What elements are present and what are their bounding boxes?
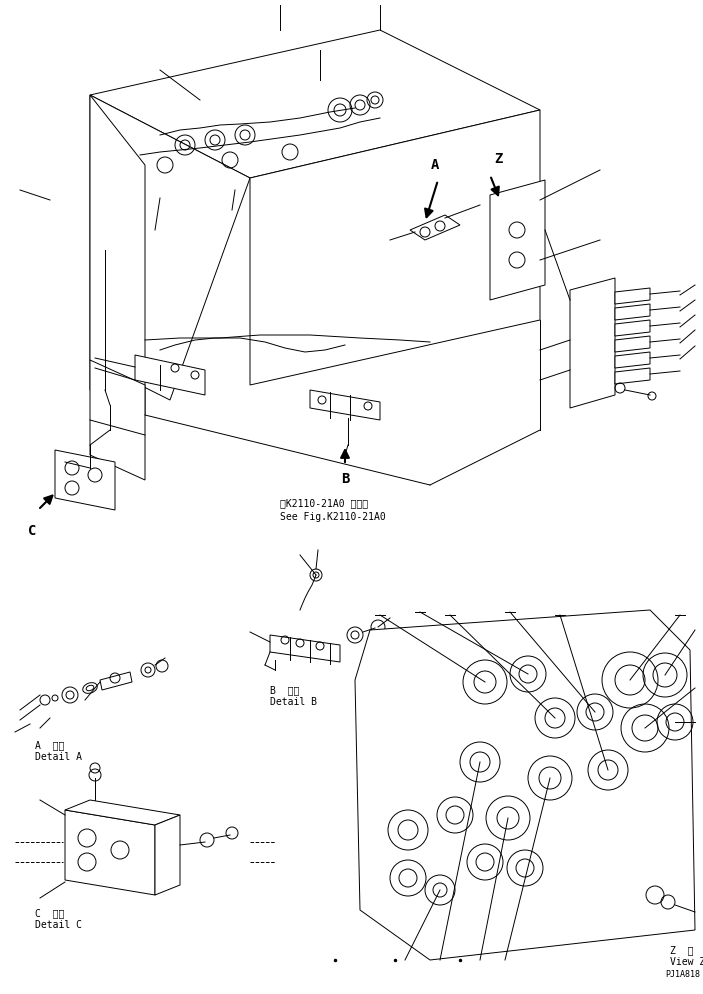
Text: Z: Z: [494, 152, 502, 166]
Text: Detail A: Detail A: [35, 752, 82, 762]
Polygon shape: [615, 288, 650, 304]
Polygon shape: [570, 278, 615, 408]
Polygon shape: [270, 635, 340, 662]
Polygon shape: [615, 336, 650, 352]
Polygon shape: [355, 610, 695, 960]
Polygon shape: [135, 355, 205, 395]
Text: B  詳細: B 詳細: [270, 685, 299, 695]
Polygon shape: [615, 352, 650, 368]
Text: Z  視: Z 視: [670, 945, 693, 955]
Polygon shape: [100, 672, 132, 690]
Polygon shape: [55, 450, 115, 510]
Polygon shape: [410, 215, 460, 240]
Text: A: A: [431, 158, 439, 172]
Text: Detail B: Detail B: [270, 697, 317, 707]
Polygon shape: [615, 320, 650, 336]
Polygon shape: [90, 95, 250, 400]
Text: View Z: View Z: [670, 957, 703, 967]
Text: 第K2110-21A0 図参照: 第K2110-21A0 図参照: [280, 498, 368, 508]
Text: B: B: [341, 472, 349, 486]
Polygon shape: [90, 30, 540, 178]
Polygon shape: [65, 800, 180, 825]
Text: C: C: [28, 524, 37, 538]
Polygon shape: [155, 815, 180, 895]
Polygon shape: [90, 95, 145, 415]
Text: C  詳細: C 詳細: [35, 908, 65, 918]
Polygon shape: [615, 304, 650, 320]
Polygon shape: [310, 390, 380, 420]
Polygon shape: [490, 180, 545, 300]
Polygon shape: [90, 360, 145, 480]
Polygon shape: [65, 810, 155, 895]
Text: A  詳細: A 詳細: [35, 740, 65, 750]
Text: PJ1A818: PJ1A818: [665, 970, 700, 979]
Polygon shape: [250, 110, 540, 385]
Text: Detail C: Detail C: [35, 920, 82, 930]
Polygon shape: [615, 368, 650, 384]
Text: See Fig.K2110-21A0: See Fig.K2110-21A0: [280, 512, 386, 522]
